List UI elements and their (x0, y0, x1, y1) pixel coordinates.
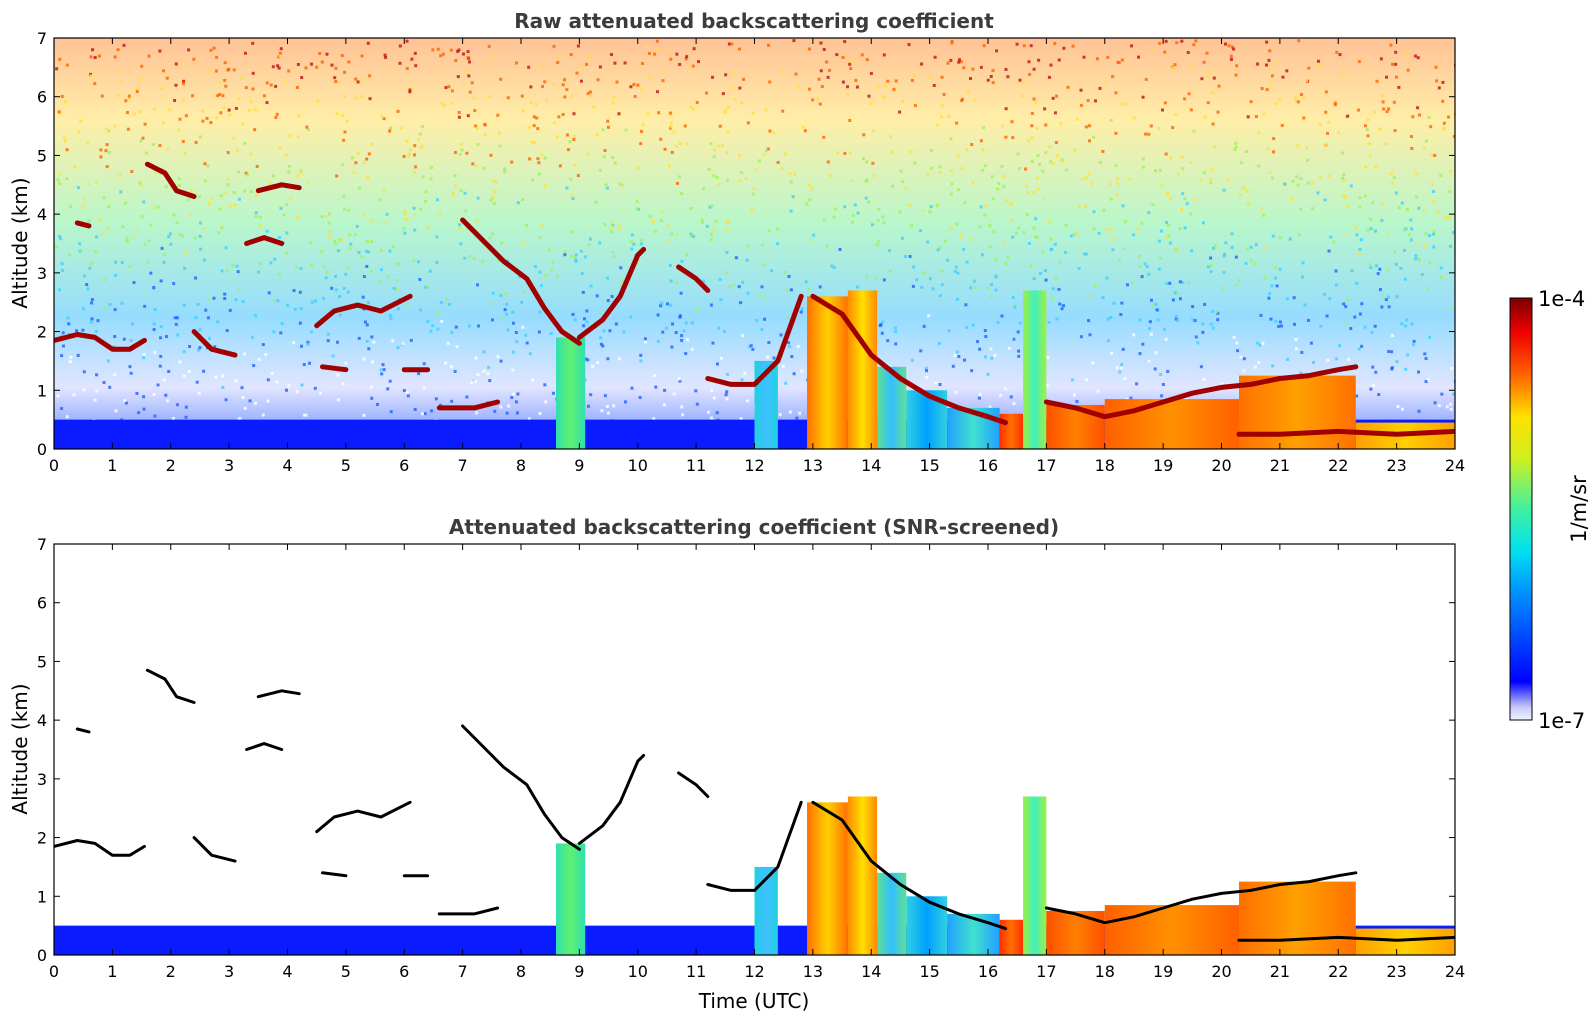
x-tick-label: 23 (1386, 456, 1406, 475)
heatmap-snr-screened (54, 668, 1455, 955)
colorbar: 1e-4 1e-7 1/m/sr (1509, 287, 1591, 733)
x-tick-label: 16 (978, 962, 998, 981)
x-tick-label: 13 (803, 962, 823, 981)
x-tick-label: 3 (224, 962, 234, 981)
y-tick-label: 7 (37, 29, 47, 48)
y-tick-label: 0 (37, 946, 47, 965)
x-tick-label: 2 (166, 456, 176, 475)
x-tick-label: 4 (282, 456, 292, 475)
x-tick-label: 0 (49, 456, 59, 475)
y-tick-label: 2 (37, 323, 47, 342)
x-tick-label: 14 (861, 456, 881, 475)
x-tick-label: 19 (1153, 456, 1173, 475)
x-tick-label: 6 (399, 962, 409, 981)
x-tick-label: 4 (282, 962, 292, 981)
x-tick-label: 23 (1386, 962, 1406, 981)
x-tick-label: 6 (399, 456, 409, 475)
y-tick-label: 3 (37, 770, 47, 789)
y-tick-label: 6 (37, 88, 47, 107)
x-tick-label: 8 (516, 962, 526, 981)
x-tick-label: 1 (107, 962, 117, 981)
x-tick-label: 0 (49, 962, 59, 981)
x-tick-label: 7 (458, 456, 468, 475)
x-tick-label: 17 (1036, 456, 1056, 475)
x-tick-label: 19 (1153, 962, 1173, 981)
y-tick-label: 5 (37, 652, 47, 671)
y-axis-label: Altitude (km) (8, 683, 32, 814)
x-tick-label: 15 (919, 962, 939, 981)
x-tick-label: 18 (1095, 962, 1115, 981)
y-tick-label: 4 (37, 711, 47, 730)
x-tick-label: 22 (1328, 456, 1348, 475)
x-tick-label: 21 (1270, 962, 1290, 981)
panel-raw: Raw attenuated backscattering coefficien… (8, 9, 1465, 475)
y-axis-label: Altitude (km) (8, 177, 32, 308)
x-tick-label: 7 (458, 962, 468, 981)
y-tick-label: 7 (37, 535, 47, 554)
x-tick-label: 22 (1328, 962, 1348, 981)
x-tick-label: 11 (686, 962, 706, 981)
y-tick-label: 3 (37, 264, 47, 283)
x-tick-label: 2 (166, 962, 176, 981)
x-tick-label: 8 (516, 456, 526, 475)
colorbar-unit-label: 1/m/sr (1567, 475, 1591, 543)
y-tick-label: 4 (37, 205, 47, 224)
y-axis-ticks: 0 1 2 3 4 5 6 7 (37, 29, 1455, 459)
x-tick-label: 17 (1036, 962, 1056, 981)
x-tick-label: 14 (861, 962, 881, 981)
x-tick-label: 21 (1270, 456, 1290, 475)
y-tick-label: 5 (37, 146, 47, 165)
x-tick-label: 24 (1445, 456, 1465, 475)
x-tick-label: 13 (803, 456, 823, 475)
x-tick-label: 20 (1211, 962, 1231, 981)
chart-title: Raw attenuated backscattering coefficien… (514, 9, 994, 33)
x-tick-label: 12 (744, 962, 764, 981)
x-tick-label: 16 (978, 456, 998, 475)
x-tick-label: 10 (628, 456, 648, 475)
x-axis-label: Time (UTC) (698, 989, 810, 1013)
y-tick-label: 6 (37, 594, 47, 613)
x-tick-label: 9 (574, 962, 584, 981)
y-axis-ticks: 0 1 2 3 4 5 6 7 (37, 535, 1455, 965)
x-tick-label: 1 (107, 456, 117, 475)
y-tick-label: 0 (37, 440, 47, 459)
x-axis-ticks: 0 1 2 3 4 5 6 7 8 9 10 11 12 13 14 15 16 17 18 19 20 21 22 23 24 (49, 544, 1465, 981)
chart-title: Attenuated backscattering coefficient (S… (449, 515, 1059, 539)
y-tick-label: 1 (37, 887, 47, 906)
x-tick-label: 9 (574, 456, 584, 475)
x-tick-label: 12 (744, 456, 764, 475)
x-tick-label: 11 (686, 456, 706, 475)
x-tick-label: 20 (1211, 456, 1231, 475)
panel-snr-screened: Attenuated backscattering coefficient (S… (8, 515, 1465, 1013)
x-tick-label: 18 (1095, 456, 1115, 475)
x-tick-label: 24 (1445, 962, 1465, 981)
colorbar-min-label: 1e-7 (1538, 709, 1585, 733)
x-tick-label: 3 (224, 456, 234, 475)
y-tick-label: 2 (37, 829, 47, 848)
y-tick-label: 1 (37, 381, 47, 400)
colorbar-gradient (1509, 297, 1533, 721)
x-tick-label: 10 (628, 962, 648, 981)
x-tick-label: 15 (919, 456, 939, 475)
colorbar-max-label: 1e-4 (1538, 287, 1585, 311)
x-tick-label: 5 (341, 962, 351, 981)
heatmap-raw (54, 38, 1455, 449)
x-axis-ticks: 0 1 2 3 4 5 6 7 8 9 10 11 12 13 14 15 16 17 18 19 20 21 22 23 24 (49, 38, 1465, 475)
x-tick-label: 5 (341, 456, 351, 475)
